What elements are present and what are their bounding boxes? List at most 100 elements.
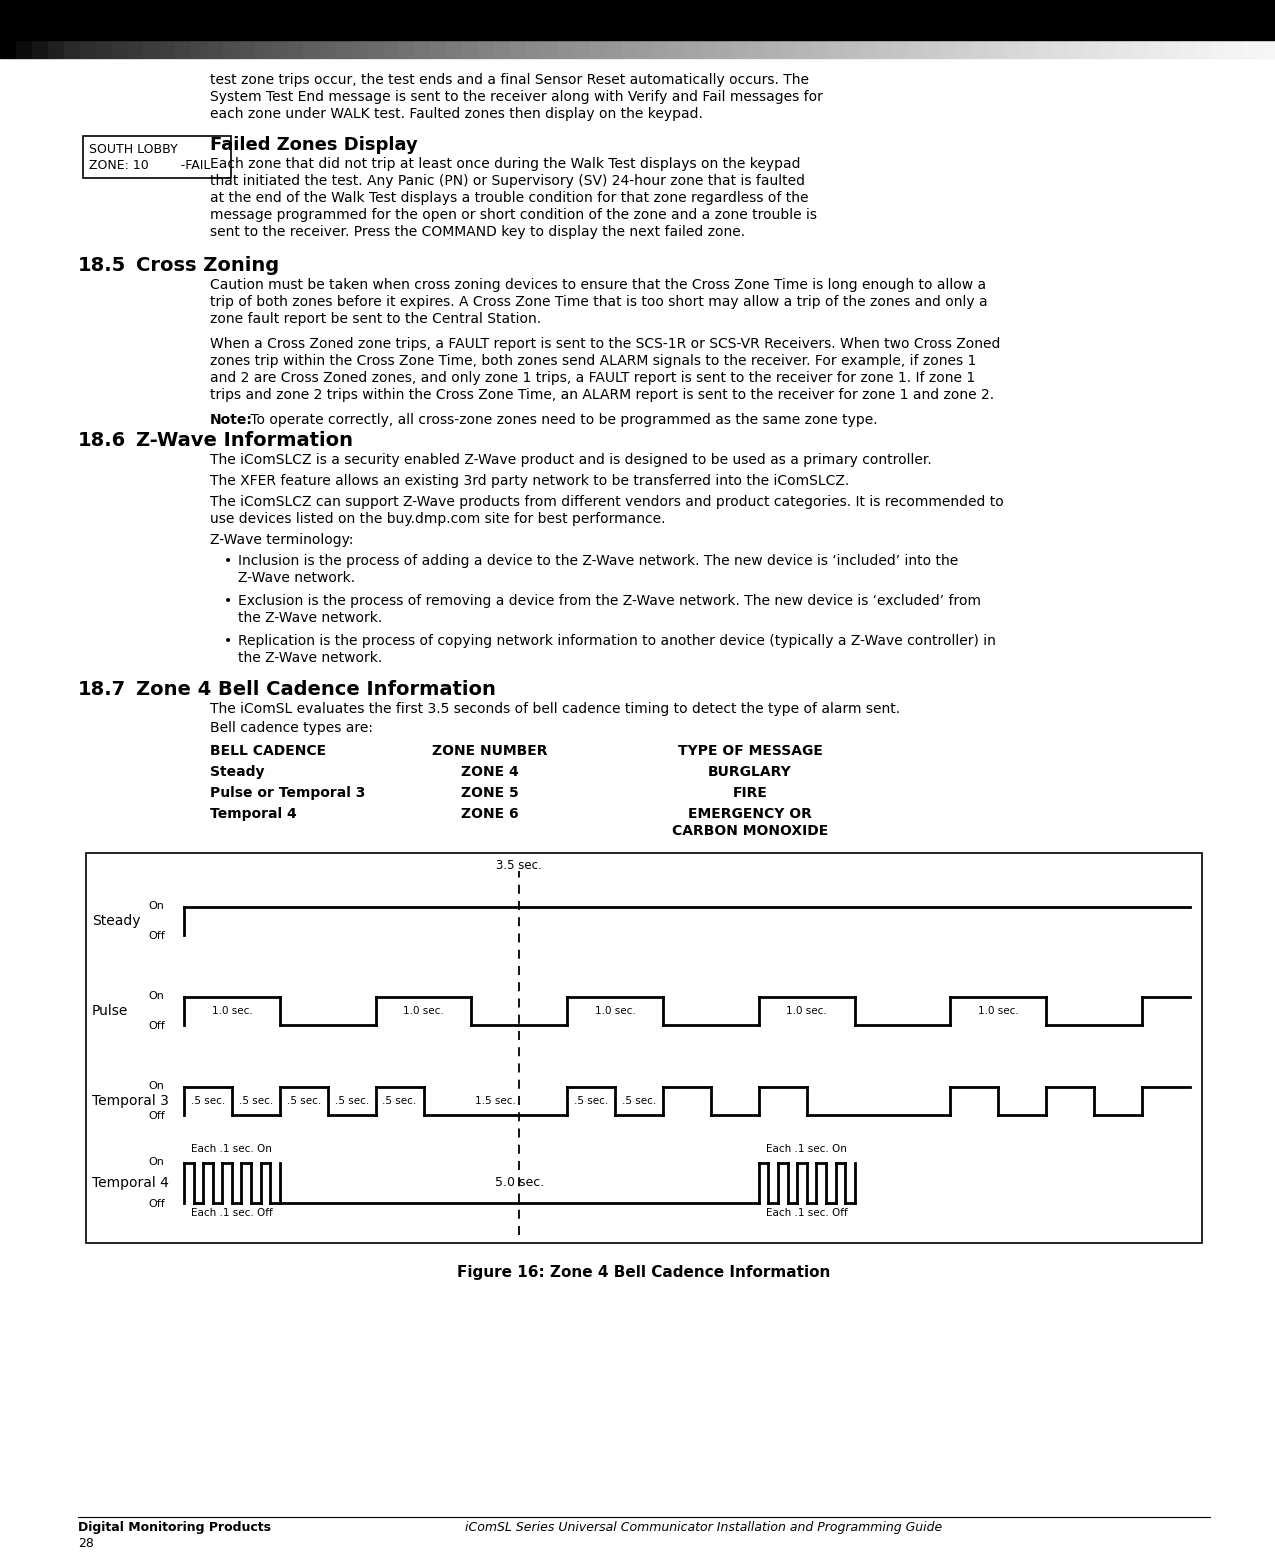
Bar (270, 41, 287, 58)
Text: Each .1 sec. On: Each .1 sec. On (766, 1144, 847, 1154)
Text: EMERGENCY OR: EMERGENCY OR (688, 807, 812, 821)
Text: Cross Zoning: Cross Zoning (136, 256, 279, 275)
Text: Each .1 sec. Off: Each .1 sec. Off (766, 1208, 848, 1218)
Text: When a Cross Zoned zone trips, a FAULT report is sent to the SCS-1R or SCS-VR Re: When a Cross Zoned zone trips, a FAULT r… (210, 337, 1001, 351)
Bar (240, 41, 255, 58)
Bar (542, 41, 558, 58)
Bar (478, 41, 495, 58)
Bar (622, 41, 638, 58)
Bar (1227, 41, 1243, 58)
Text: .5 sec.: .5 sec. (191, 1096, 226, 1107)
Text: Failed Zones Display: Failed Zones Display (210, 136, 418, 155)
Text: The iComSLCZ can support Z-Wave products from different vendors and product cate: The iComSLCZ can support Z-Wave products… (210, 495, 1003, 509)
Bar (1132, 41, 1148, 58)
Text: zone fault report be sent to the Central Station.: zone fault report be sent to the Central… (210, 312, 541, 326)
Text: Z-Wave Information: Z-Wave Information (136, 431, 353, 450)
Text: test zone trips occur, the test ends and a final Sensor Reset automatically occu: test zone trips occur, the test ends and… (210, 73, 810, 87)
Text: Off: Off (148, 1021, 164, 1030)
Text: SOUTH LOBBY: SOUTH LOBBY (89, 144, 177, 156)
Bar (589, 41, 606, 58)
Bar (159, 41, 175, 58)
Text: 28: 28 (78, 1538, 94, 1550)
Bar (446, 41, 462, 58)
Text: Each zone that did not trip at least once during the Walk Test displays on the k: Each zone that did not trip at least onc… (210, 158, 801, 172)
Bar (1052, 41, 1067, 58)
Text: Z-Wave network.: Z-Wave network. (238, 571, 356, 585)
Text: sent to the receiver. Press the COMMAND key to display the next failed zone.: sent to the receiver. Press the COMMAND … (210, 225, 745, 239)
Text: Figure 16: Zone 4 Bell Cadence Information: Figure 16: Zone 4 Bell Cadence Informati… (458, 1264, 831, 1280)
Text: .5 sec.: .5 sec. (334, 1096, 368, 1107)
Bar (877, 41, 892, 58)
Bar (255, 41, 270, 58)
Text: ZONE 5: ZONE 5 (462, 787, 519, 799)
Bar (1084, 41, 1099, 58)
Text: .5 sec.: .5 sec. (287, 1096, 321, 1107)
Text: Replication is the process of copying network information to another device (typ: Replication is the process of copying ne… (238, 634, 996, 648)
Text: at the end of the Walk Test displays a trouble condition for that zone regardles: at the end of the Walk Test displays a t… (210, 190, 808, 204)
Text: •: • (224, 554, 232, 568)
Bar (606, 41, 622, 58)
Text: Each .1 sec. On: Each .1 sec. On (191, 1144, 273, 1154)
Text: The iComSLCZ is a security enabled Z-Wave product and is designed to be used as : The iComSLCZ is a security enabled Z-Wav… (210, 453, 932, 467)
Text: Zone 4 Bell Cadence Information: Zone 4 Bell Cadence Information (136, 681, 496, 699)
Bar (956, 41, 972, 58)
Text: Note:: Note: (210, 414, 252, 428)
Text: Off: Off (148, 1199, 164, 1210)
Text: CARBON MONOXIDE: CARBON MONOXIDE (672, 824, 829, 838)
Text: Digital Monitoring Products: Digital Monitoring Products (78, 1520, 272, 1534)
Text: Steady: Steady (92, 915, 140, 927)
Text: On: On (148, 1082, 164, 1091)
Bar (701, 41, 717, 58)
Text: BURGLARY: BURGLARY (708, 765, 792, 779)
Text: .5 sec.: .5 sec. (382, 1096, 417, 1107)
Text: and 2 are Cross Zoned zones, and only zone 1 trips, a FAULT report is sent to th: and 2 are Cross Zoned zones, and only zo… (210, 372, 975, 386)
Bar (303, 41, 319, 58)
Bar (510, 41, 525, 58)
Bar (861, 41, 877, 58)
Bar (972, 41, 988, 58)
Bar (367, 41, 382, 58)
Bar (64, 41, 79, 58)
Text: 1.0 sec.: 1.0 sec. (978, 1005, 1019, 1016)
Text: Inclusion is the process of adding a device to the Z-Wave network. The new devic: Inclusion is the process of adding a dev… (238, 554, 959, 568)
Bar (319, 41, 334, 58)
Bar (558, 41, 574, 58)
Text: TYPE OF MESSAGE: TYPE OF MESSAGE (677, 745, 822, 759)
Bar (79, 41, 96, 58)
Bar (669, 41, 686, 58)
Bar (223, 41, 240, 58)
Text: ZONE 4: ZONE 4 (462, 765, 519, 779)
Bar (988, 41, 1005, 58)
Text: On: On (148, 901, 164, 912)
Text: Off: Off (148, 930, 164, 941)
Text: 5.0 sec.: 5.0 sec. (495, 1177, 544, 1189)
Bar (1116, 41, 1132, 58)
Bar (574, 41, 589, 58)
Text: message programmed for the open or short condition of the zone and a zone troubl: message programmed for the open or short… (210, 208, 817, 222)
Text: Pulse: Pulse (92, 1004, 129, 1018)
Bar (112, 41, 128, 58)
Text: Pulse or Temporal 3: Pulse or Temporal 3 (210, 787, 366, 799)
Bar (128, 41, 143, 58)
Text: On: On (148, 1157, 164, 1168)
Text: Bell cadence types are:: Bell cadence types are: (210, 721, 374, 735)
Text: FIRE: FIRE (733, 787, 768, 799)
Text: each zone under WALK test. Faulted zones then display on the keypad.: each zone under WALK test. Faulted zones… (210, 108, 703, 122)
Text: use devices listed on the buy.dmp.com site for best performance.: use devices listed on the buy.dmp.com si… (210, 512, 666, 526)
Text: Temporal 4: Temporal 4 (210, 807, 297, 821)
Bar (765, 41, 780, 58)
Bar (844, 41, 861, 58)
Bar (829, 41, 844, 58)
Text: iComSL Series Universal Communicator Installation and Programming Guide: iComSL Series Universal Communicator Ins… (465, 1520, 942, 1534)
Bar (813, 41, 829, 58)
Bar (780, 41, 797, 58)
Text: that initiated the test. Any Panic (PN) or Supervisory (SV) 24-hour zone that is: that initiated the test. Any Panic (PN) … (210, 173, 805, 187)
Bar (398, 41, 414, 58)
Bar (351, 41, 367, 58)
Text: the Z-Wave network.: the Z-Wave network. (238, 610, 382, 624)
Bar (85, 852, 1202, 1243)
Bar (1258, 41, 1275, 58)
Text: .5 sec.: .5 sec. (622, 1096, 657, 1107)
Text: 18.6: 18.6 (78, 431, 126, 450)
Bar (733, 41, 750, 58)
